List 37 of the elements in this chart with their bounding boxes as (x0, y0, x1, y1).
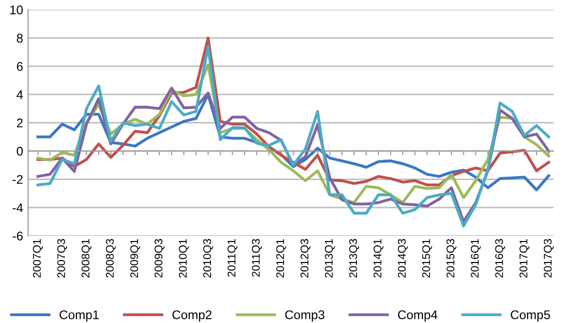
x-tick-label: 2012Q1 (276, 239, 286, 278)
legend-label: Comp2 (172, 310, 212, 322)
y-tick-label: -6 (12, 232, 23, 240)
x-tick-label: 2010Q1 (178, 239, 189, 278)
legend-label: Comp5 (510, 310, 550, 322)
legend-label: Comp3 (285, 310, 324, 322)
x-tick-label: 2013Q3 (349, 239, 360, 278)
x-tick-label: 2012Q3 (300, 239, 310, 278)
x-tick-label: 2011Q3 (252, 239, 262, 277)
x-tick-label: 2007Q3 (57, 239, 68, 278)
y-tick-label: 2 (16, 118, 23, 128)
x-tick-label: 2008Q1 (82, 239, 92, 278)
legend-label: Comp1 (60, 310, 99, 322)
x-tick-label: 2015Q1 (422, 239, 432, 278)
legend-label: Comp4 (398, 310, 438, 322)
x-tick-label: 2016Q3 (495, 239, 506, 278)
x-tick-label: 2016Q1 (470, 239, 481, 278)
y-tick-label: -4 (12, 203, 23, 212)
y-tick-label: 10 (10, 5, 23, 14)
x-tick-label: 2009Q3 (154, 239, 164, 278)
x-tick-label: 2010Q3 (203, 239, 214, 278)
y-tick-label: 6 (16, 62, 23, 71)
x-tick-label: 2014Q3 (398, 239, 408, 278)
x-tick-label: 2009Q1 (130, 239, 140, 278)
x-tick-label: 2017Q3 (544, 239, 554, 278)
x-tick-label: 2015Q3 (446, 239, 456, 278)
y-tick-label: 8 (16, 34, 23, 43)
x-tick-label: 2014Q1 (374, 239, 384, 278)
x-tick-label: 2013Q1 (324, 239, 335, 278)
line-series (36, 45, 550, 228)
y-tick-label: 0 (16, 146, 23, 156)
y-tick-label: -2 (12, 175, 23, 184)
x-tick-label: 2011Q1 (228, 239, 238, 277)
y-tick-label: 4 (16, 90, 23, 100)
x-tick-label: 2017Q1 (519, 239, 530, 278)
x-tick-label: 2007Q1 (32, 239, 43, 278)
x-tick-label: 2008Q3 (106, 239, 116, 278)
